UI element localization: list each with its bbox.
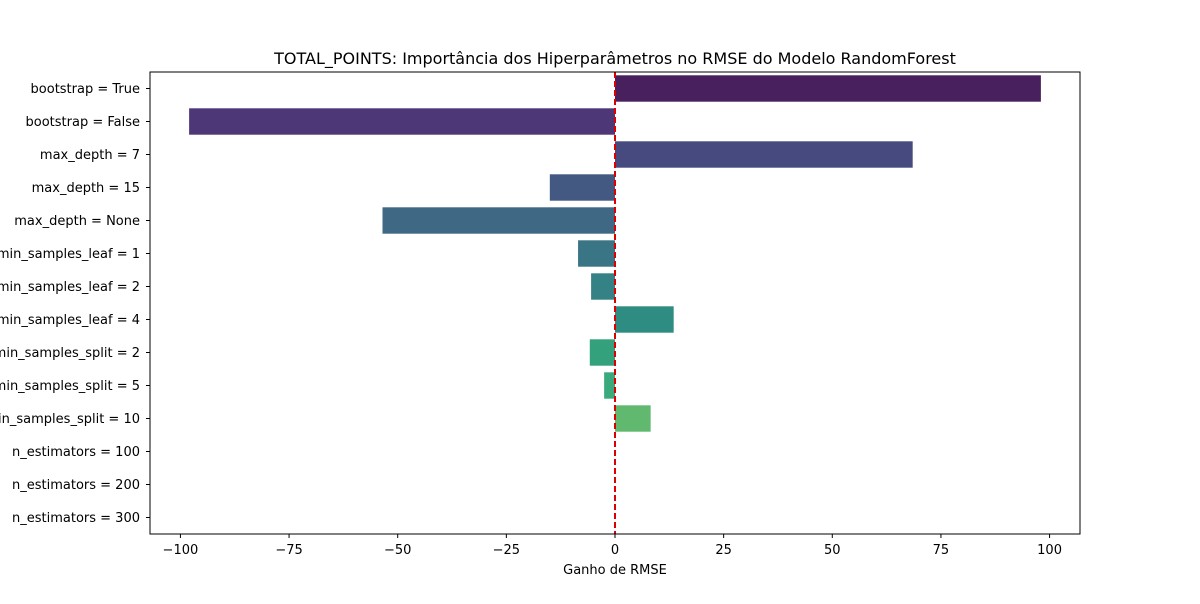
x-tick-label: −50 — [384, 543, 411, 558]
bar — [382, 207, 615, 234]
x-tick-label: −100 — [163, 543, 199, 558]
y-tick-label: min_samples_split = 5 — [0, 379, 140, 394]
y-tick-label: bootstrap = True — [31, 82, 140, 97]
chart-title: TOTAL_POINTS: Importância dos Hiperparâm… — [273, 49, 956, 69]
y-tick-label: n_estimators = 100 — [12, 445, 140, 460]
y-tick-label: min_samples_leaf = 1 — [0, 247, 140, 262]
x-tick-label: −75 — [275, 543, 302, 558]
x-axis-label: Ganho de RMSE — [563, 563, 667, 578]
bar — [615, 75, 1041, 102]
y-tick-label: max_depth = None — [14, 214, 140, 229]
bar — [578, 240, 615, 267]
x-tick-label: −25 — [493, 543, 520, 558]
y-tick-label: min_samples_split = 10 — [0, 412, 140, 427]
bar — [549, 174, 615, 201]
y-tick-label: max_depth = 15 — [32, 181, 140, 196]
bar — [189, 108, 616, 135]
x-axis: −100 −75 −50 −25 0 25 50 75 100 — [163, 534, 1062, 558]
y-tick-label: min_samples_leaf = 4 — [0, 313, 140, 328]
bars-layer — [189, 75, 1041, 432]
y-tick-label: min_samples_leaf = 2 — [0, 280, 140, 295]
y-tick-label: n_estimators = 300 — [12, 511, 140, 526]
bar — [591, 273, 615, 300]
bar — [604, 372, 615, 399]
x-tick-label: 75 — [933, 543, 950, 558]
bar — [589, 339, 615, 366]
y-tick-label: bootstrap = False — [26, 115, 140, 130]
bar — [615, 141, 913, 168]
bar — [615, 306, 674, 333]
y-tick-label: n_estimators = 200 — [12, 478, 140, 493]
y-tick-label: max_depth = 7 — [40, 148, 140, 163]
bar — [615, 405, 651, 432]
x-tick-label: 0 — [611, 543, 619, 558]
x-tick-label: 25 — [715, 543, 732, 558]
x-tick-label: 100 — [1037, 543, 1062, 558]
x-tick-label: 50 — [824, 543, 841, 558]
y-axis: bootstrap = True bootstrap = False max_dep… — [0, 82, 150, 526]
y-tick-label: min_samples_split = 2 — [0, 346, 140, 361]
